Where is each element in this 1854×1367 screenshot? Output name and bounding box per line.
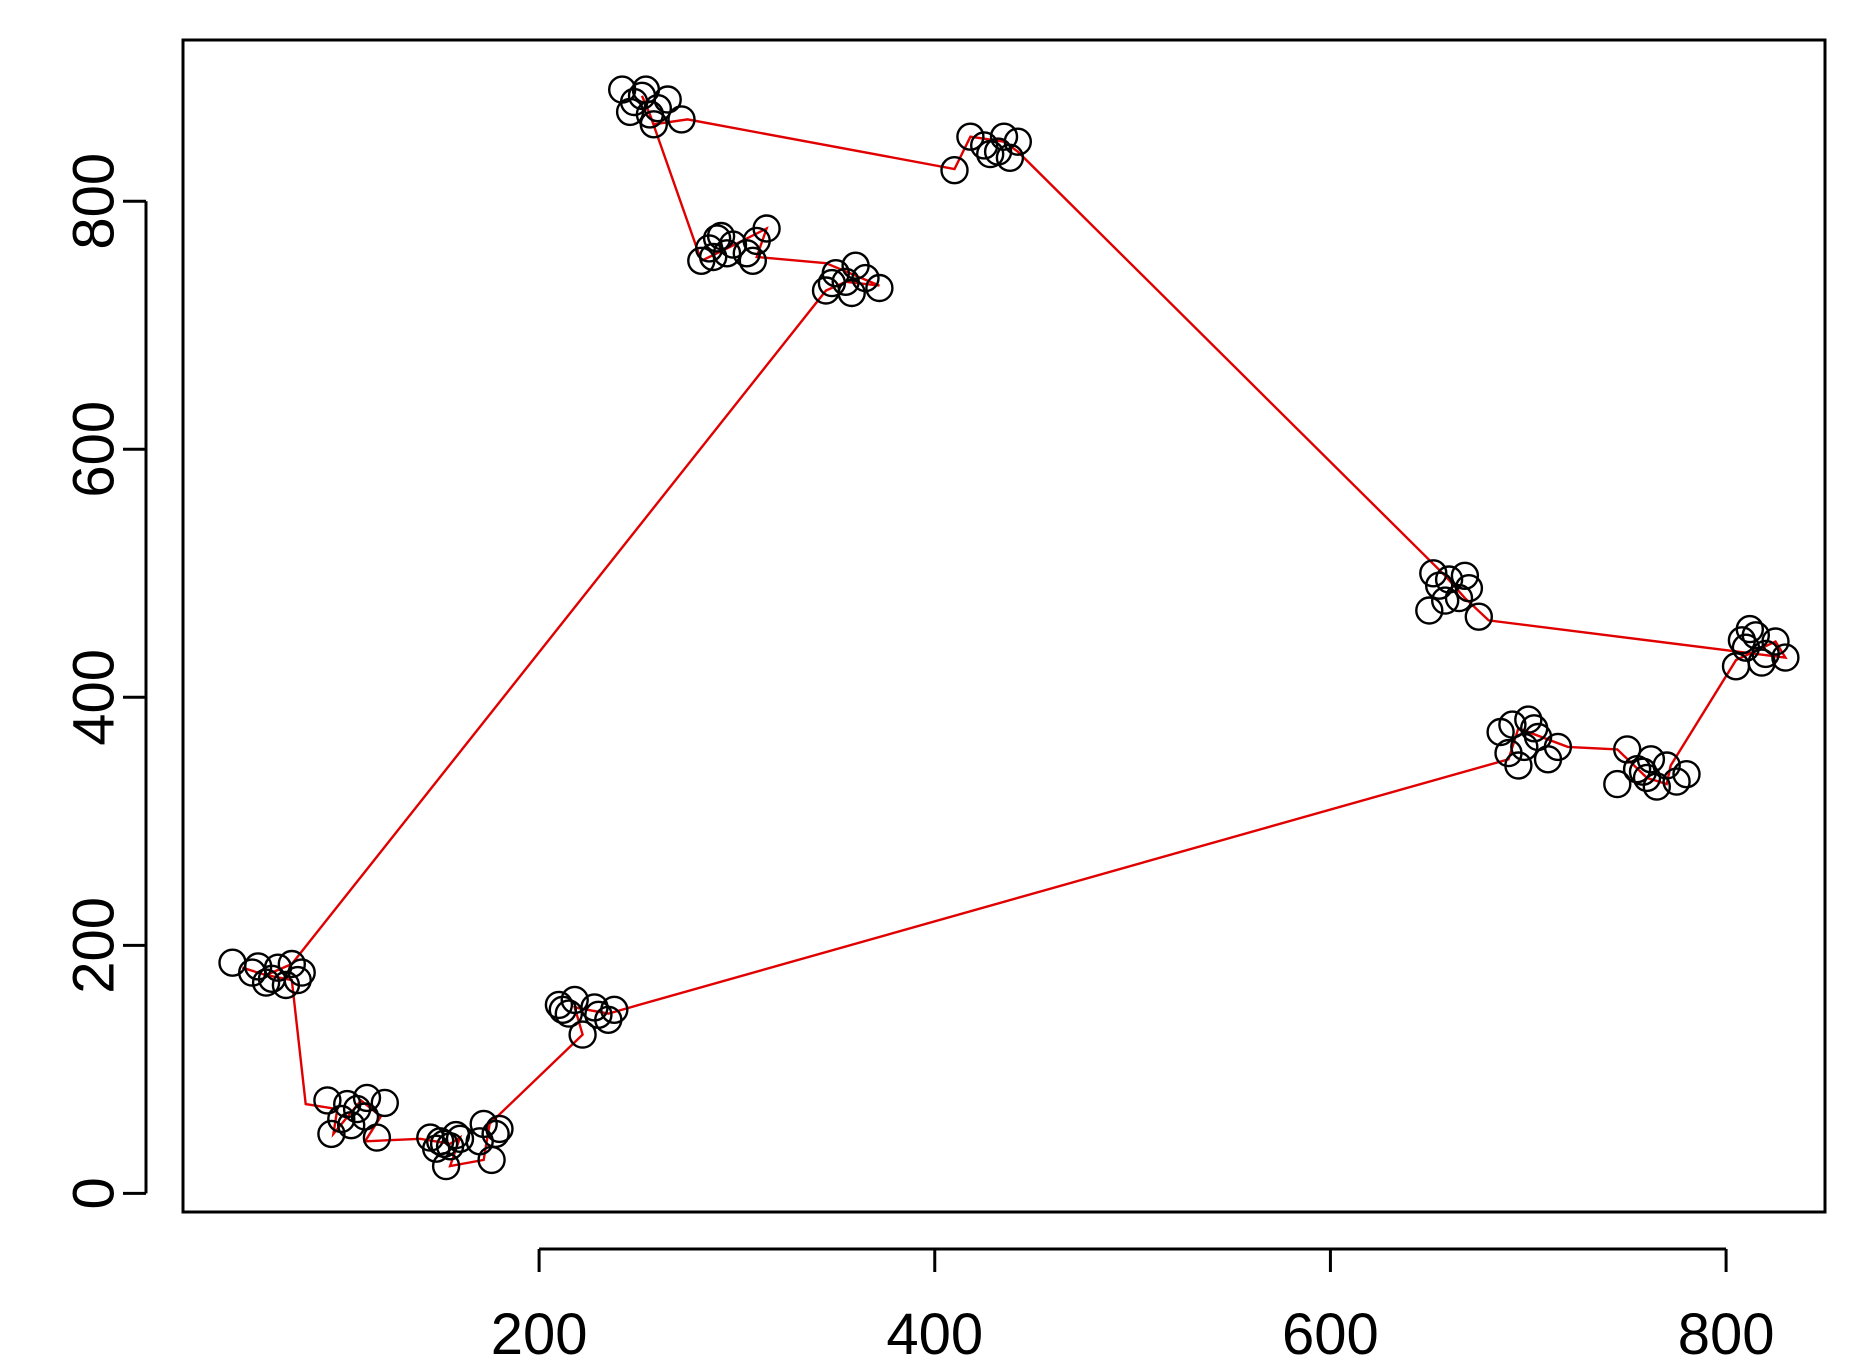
- point-cluster: [1721, 614, 1800, 681]
- data-point: [1662, 767, 1691, 796]
- data-point: [1672, 760, 1701, 789]
- data-point: [1504, 751, 1533, 780]
- data-point: [940, 155, 969, 185]
- data-point: [956, 122, 985, 151]
- data-point: [1444, 583, 1474, 613]
- data-point: [465, 1127, 494, 1156]
- data-point: [1628, 757, 1658, 786]
- route-line: [241, 95, 1788, 1168]
- data-point: [1450, 561, 1480, 590]
- point-cluster: [1415, 559, 1494, 631]
- y-tick-label: 600: [62, 401, 127, 498]
- point-cluster: [1603, 735, 1701, 801]
- data-point: [431, 1151, 461, 1181]
- data-point: [600, 995, 629, 1024]
- data-point: [313, 1086, 342, 1115]
- y-tick-label: 0: [62, 1177, 127, 1209]
- data-point: [1514, 705, 1543, 734]
- point-cluster: [465, 1109, 514, 1175]
- data-point: [1747, 648, 1776, 677]
- route-layer: [241, 95, 1788, 1168]
- data-point: [976, 139, 1005, 169]
- data-point: [837, 278, 866, 308]
- data-point: [667, 105, 696, 134]
- x-tick-label: 800: [1678, 1302, 1775, 1367]
- data-point: [1464, 602, 1494, 631]
- data-point: [548, 995, 577, 1024]
- data-point: [1498, 710, 1527, 739]
- data-point: [445, 1124, 475, 1154]
- y-tick-label: 400: [62, 649, 127, 746]
- point-cluster: [544, 985, 629, 1049]
- data-point: [699, 242, 728, 272]
- data-point: [706, 221, 736, 251]
- data-point: [352, 1083, 382, 1113]
- data-point: [615, 97, 645, 127]
- data-point: [429, 1129, 459, 1159]
- data-point: [327, 1104, 356, 1134]
- data-point: [1727, 626, 1757, 655]
- data-point: [485, 1114, 514, 1144]
- data-point: [1510, 732, 1539, 762]
- x-tick-label: 600: [1282, 1302, 1379, 1367]
- data-point: [1603, 769, 1632, 799]
- point-cluster: [313, 1083, 399, 1152]
- point-cluster: [608, 75, 696, 139]
- data-point: [970, 131, 999, 160]
- data-point: [639, 110, 668, 139]
- x-tick-label: 200: [491, 1302, 588, 1367]
- data-point: [631, 75, 661, 104]
- data-point: [1771, 643, 1800, 672]
- point-cluster: [687, 221, 748, 275]
- y-tick-label: 200: [62, 897, 127, 994]
- y-tick-label: 800: [62, 153, 127, 250]
- data-point: [1415, 596, 1444, 625]
- data-point: [712, 239, 742, 268]
- data-point: [1519, 714, 1549, 743]
- point-cluster: [218, 948, 316, 1000]
- data-point: [752, 214, 781, 243]
- data-point: [544, 990, 574, 1020]
- x-axis: 200 400 600 800: [491, 1247, 1775, 1367]
- point-cluster: [811, 251, 894, 308]
- data-point: [244, 952, 273, 981]
- data-point: [989, 122, 1019, 151]
- data-point: [1419, 559, 1448, 588]
- data-point: [1741, 621, 1771, 650]
- data-point: [1761, 627, 1790, 656]
- point-cluster: [1486, 705, 1573, 780]
- data-point: [277, 949, 306, 979]
- data-point: [218, 948, 247, 977]
- data-point: [1434, 565, 1464, 594]
- data-point: [1003, 127, 1032, 156]
- data-point: [362, 1123, 392, 1152]
- data-point: [422, 1134, 451, 1163]
- data-point: [865, 273, 894, 303]
- data-point: [1454, 574, 1484, 603]
- point-cluster: [732, 214, 781, 275]
- points-layer: [218, 75, 1800, 1181]
- plot-frame: [181, 38, 1827, 1214]
- data-point: [995, 143, 1025, 173]
- data-point: [1430, 586, 1460, 615]
- data-point: [568, 1020, 597, 1049]
- point-cluster: [416, 1120, 475, 1181]
- data-point: [350, 1102, 380, 1131]
- data-point: [287, 958, 316, 987]
- data-point: [283, 965, 312, 995]
- data-point: [342, 1094, 372, 1124]
- data-point: [738, 246, 767, 275]
- data-point: [1543, 732, 1573, 762]
- y-axis: 0 200 400 600 800: [62, 153, 148, 1210]
- data-point: [370, 1088, 399, 1118]
- data-point: [702, 224, 732, 253]
- x-tick-label: 400: [886, 1302, 983, 1367]
- data-point: [584, 1000, 613, 1029]
- data-point: [317, 1119, 346, 1149]
- point-cluster: [940, 122, 1032, 185]
